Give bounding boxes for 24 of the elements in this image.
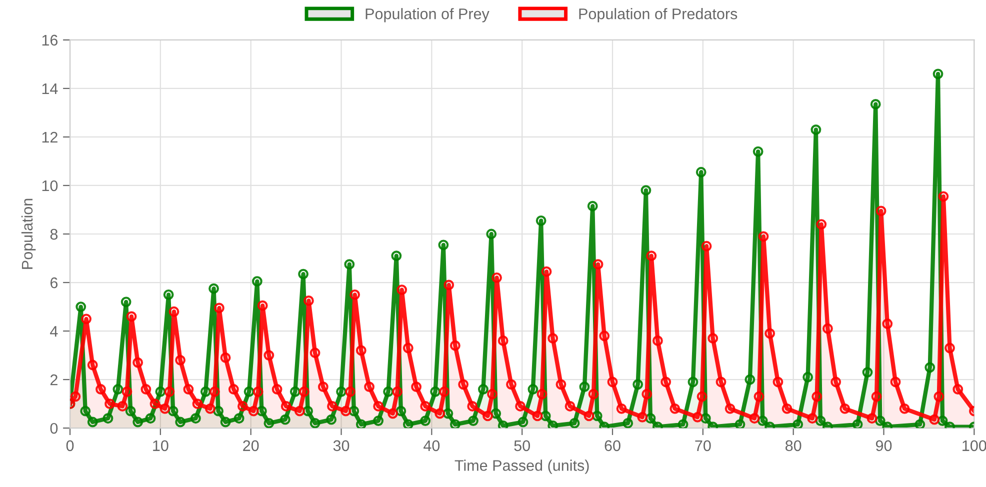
y-tick-label: 2 (50, 374, 58, 386)
y-tick-label: 8 (50, 228, 58, 240)
y-tick-label: 6 (50, 277, 58, 288)
y-tick-label: 16 (42, 34, 58, 46)
x-tick-label: 70 (695, 440, 711, 452)
x-tick-label: 10 (153, 440, 168, 452)
legend-label: Population of Predators (579, 8, 738, 22)
y-tick-label: 12 (42, 132, 58, 143)
x-tick-label: 20 (243, 440, 259, 452)
y-tick-label: 10 (42, 180, 58, 192)
x-axis-title: Time Passed (units) (454, 460, 589, 474)
x-tick-label: 100 (962, 440, 986, 452)
y-tick-label: 14 (42, 83, 58, 94)
y-axis-title: Population (21, 198, 36, 269)
y-tick-label: 0 (50, 422, 58, 434)
x-tick-label: 50 (514, 440, 530, 452)
y-tick-label: 4 (50, 326, 58, 337)
x-tick-label: 60 (604, 440, 620, 452)
x-tick-label: 80 (786, 440, 802, 452)
x-tick-label: 40 (424, 440, 440, 452)
x-tick-label: 90 (876, 440, 892, 452)
x-tick-label: 30 (333, 440, 350, 452)
x-tick-label: 0 (66, 440, 74, 452)
legend-label: Population of Prey (366, 8, 490, 22)
